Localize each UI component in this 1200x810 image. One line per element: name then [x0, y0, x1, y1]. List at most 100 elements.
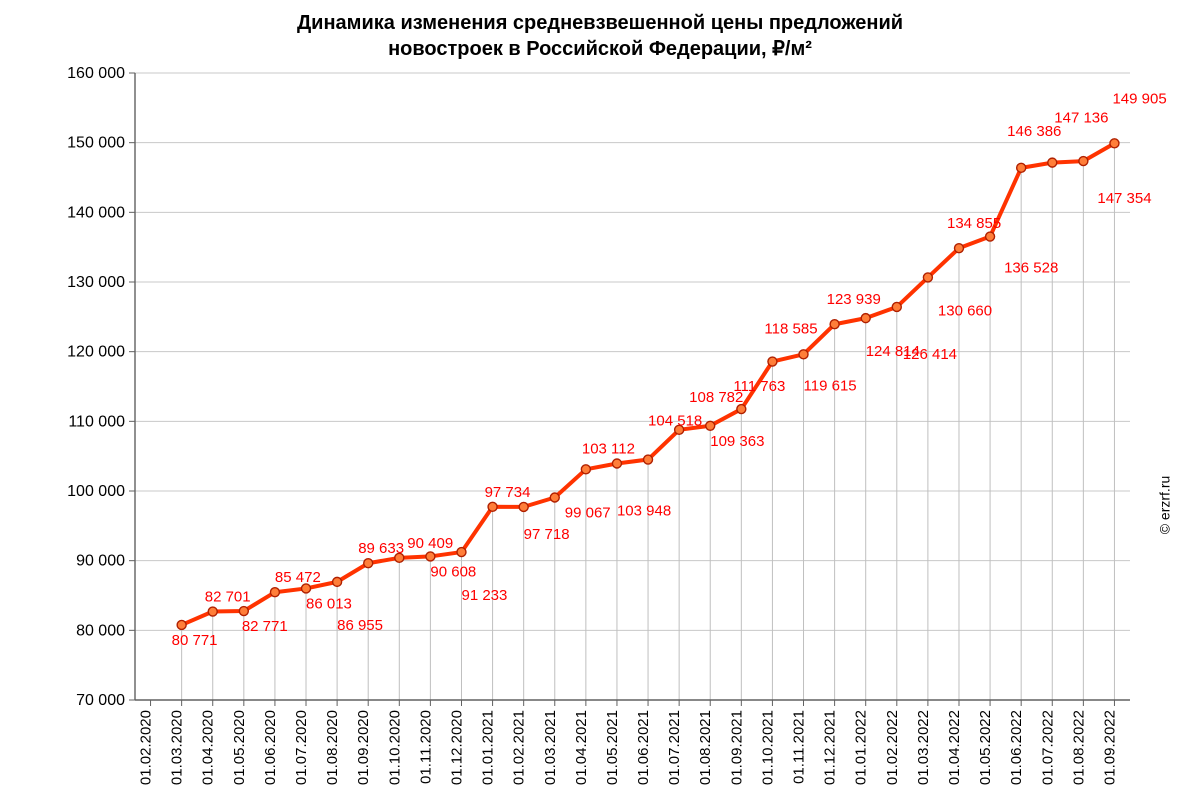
- x-tick-label: 01.10.2020: [386, 710, 403, 785]
- data-marker: [581, 465, 590, 474]
- data-label: 118 585: [764, 321, 817, 338]
- x-tick-label: 01.05.2022: [977, 710, 994, 785]
- x-tick-label: 01.07.2020: [293, 710, 310, 785]
- y-tick-label: 100 000: [67, 483, 125, 500]
- x-tick-label: 01.08.2022: [1070, 710, 1087, 785]
- data-marker: [706, 421, 715, 430]
- data-marker: [799, 350, 808, 359]
- x-tick-label: 01.03.2021: [542, 710, 559, 785]
- x-tick-label: 01.06.2020: [262, 710, 279, 785]
- x-tick-label: 01.09.2022: [1101, 710, 1118, 785]
- y-tick-label: 140 000: [67, 204, 125, 221]
- y-ticks: 70 00080 00090 000100 000110 000120 0001…: [67, 65, 125, 709]
- x-ticks: 01.02.2020 01.03.2020 01.04.2020 01.05.2020…: [138, 710, 1119, 785]
- x-tick-label: 01.07.2021: [666, 710, 683, 785]
- data-marker: [270, 588, 279, 597]
- x-tick-label: 01.11.2020: [417, 710, 434, 784]
- x-tick-label: 01.08.2021: [697, 710, 714, 785]
- data-label: 119 615: [804, 377, 857, 394]
- x-tick-label: 01.04.2022: [946, 710, 963, 785]
- data-marker: [1017, 163, 1026, 172]
- x-tick-label: 01.01.2022: [853, 710, 870, 785]
- y-tick-label: 130 000: [67, 274, 125, 291]
- x-tick-label: 01.05.2020: [231, 710, 248, 785]
- x-tick-label: 01.03.2022: [915, 710, 932, 785]
- data-marker: [954, 244, 963, 253]
- data-marker: [923, 273, 932, 282]
- data-label: 97 734: [485, 484, 531, 501]
- data-label: 80 771: [172, 632, 218, 649]
- gridlines: [135, 73, 1130, 700]
- data-marker: [550, 493, 559, 502]
- price-line-chart: 80 77182 70182 77185 47286 01386 95589 6…: [0, 0, 1200, 810]
- data-marker: [364, 559, 373, 568]
- data-label: 136 528: [1004, 260, 1058, 277]
- data-label: 82 771: [242, 618, 288, 635]
- data-label: 149 905: [1112, 90, 1166, 107]
- x-tick-label: 01.12.2020: [448, 710, 465, 785]
- x-tick-label: 01.12.2021: [822, 710, 839, 785]
- data-label: 130 660: [938, 302, 992, 319]
- data-label: 97 718: [524, 526, 570, 543]
- x-tick-label: 01.01.2021: [480, 710, 497, 785]
- x-tick-label: 01.06.2022: [1008, 710, 1025, 785]
- data-label: 111 763: [733, 378, 785, 395]
- x-tick-label: 01.11.2021: [791, 710, 808, 784]
- data-label: 103 112: [582, 440, 635, 457]
- data-marker: [612, 459, 621, 468]
- x-tick-label: 01.09.2020: [355, 710, 372, 785]
- data-marker: [177, 620, 186, 629]
- x-tick-label: 01.10.2021: [759, 710, 776, 785]
- data-marker: [488, 502, 497, 511]
- y-tick-label: 120 000: [67, 344, 125, 361]
- data-label: 86 013: [306, 595, 352, 612]
- data-label: 146 386: [1007, 123, 1061, 140]
- y-tick-label: 160 000: [67, 65, 125, 82]
- data-marker: [737, 405, 746, 414]
- data-label: 134 855: [947, 215, 1001, 232]
- axes: [129, 73, 1130, 706]
- data-label: 89 633: [358, 540, 404, 557]
- data-marker: [830, 320, 839, 329]
- data-label: 91 233: [461, 587, 507, 604]
- x-tick-label: 01.02.2020: [138, 710, 155, 785]
- data-label: 109 363: [710, 433, 764, 450]
- data-label: 90 409: [407, 535, 453, 552]
- data-marker: [1079, 157, 1088, 166]
- data-marker: [1048, 158, 1057, 167]
- x-tick-label: 01.02.2021: [511, 710, 528, 785]
- data-label: 147 354: [1097, 190, 1151, 207]
- x-tick-label: 01.05.2021: [604, 710, 621, 785]
- data-marker: [239, 607, 248, 616]
- data-marker: [768, 357, 777, 366]
- x-tick-label: 01.06.2021: [635, 710, 652, 785]
- data-marker: [333, 577, 342, 586]
- x-tick-label: 01.03.2020: [169, 710, 186, 785]
- data-marker: [208, 607, 217, 616]
- data-label: 99 067: [565, 504, 611, 521]
- data-marker: [892, 302, 901, 311]
- x-tick-label: 01.04.2021: [573, 710, 590, 785]
- y-tick-label: 150 000: [67, 135, 125, 152]
- data-label: 86 955: [337, 617, 383, 634]
- data-label: 90 608: [430, 563, 476, 580]
- data-label: 82 701: [205, 589, 251, 606]
- x-tick-label: 01.04.2020: [200, 710, 217, 785]
- x-tick-label: 01.02.2022: [884, 710, 901, 785]
- data-marker: [861, 314, 870, 323]
- data-marker: [644, 455, 653, 464]
- data-label: 103 948: [617, 502, 671, 519]
- data-label: 104 518: [648, 413, 702, 430]
- x-tick-label: 01.08.2020: [324, 710, 341, 785]
- data-marker: [519, 502, 528, 511]
- x-tick-label: 01.09.2021: [728, 710, 745, 785]
- data-marker: [1110, 139, 1119, 148]
- y-tick-label: 80 000: [76, 622, 125, 639]
- data-marker: [426, 552, 435, 561]
- y-tick-label: 70 000: [76, 692, 125, 709]
- data-label: 147 136: [1054, 110, 1108, 127]
- data-label: 123 939: [827, 291, 881, 308]
- data-marker: [457, 548, 466, 557]
- x-tick-label: 01.07.2022: [1039, 710, 1056, 785]
- data-marker: [986, 232, 995, 241]
